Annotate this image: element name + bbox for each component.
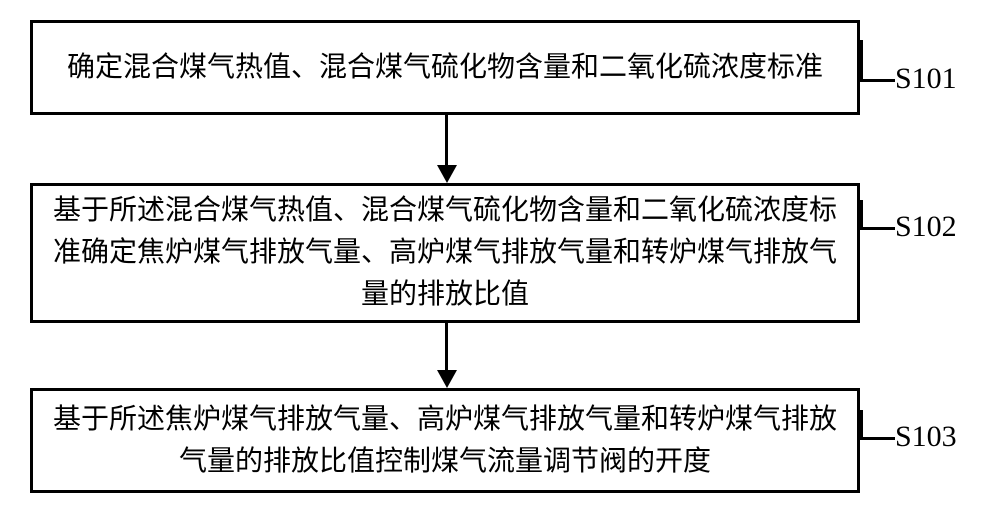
step-label-S101: S101 xyxy=(895,62,957,96)
arrow-head-icon xyxy=(437,165,457,183)
step-box-2: 基于所述混合煤气热值、混合煤气硫化物含量和二氧化硫浓度标准确定焦炉煤气排放气量、… xyxy=(30,183,860,323)
step-box-1: 确定混合煤气热值、混合煤气硫化物含量和二氧化硫浓度标准 xyxy=(30,20,860,115)
label-connector xyxy=(860,40,895,82)
arrow-line-1 xyxy=(445,115,448,165)
flowchart-canvas: 确定混合煤气热值、混合煤气硫化物含量和二氧化硫浓度标准 S101 基于所述混合煤气热… xyxy=(0,0,1000,514)
arrow-head-icon xyxy=(437,370,457,388)
label-connector xyxy=(860,410,895,440)
step-label-S102: S102 xyxy=(895,210,957,244)
step-label-S103: S103 xyxy=(895,420,957,454)
arrow-line-2 xyxy=(445,323,448,370)
step-box-3: 基于所述焦炉煤气排放气量、高炉煤气排放气量和转炉煤气排放气量的排放比值控制煤气流… xyxy=(30,388,860,493)
step-text: 基于所述混合煤气热值、混合煤气硫化物含量和二氧化硫浓度标准确定焦炉煤气排放气量、… xyxy=(53,190,837,316)
step-text: 确定混合煤气热值、混合煤气硫化物含量和二氧化硫浓度标准 xyxy=(67,47,823,89)
step-text: 基于所述焦炉煤气排放气量、高炉煤气排放气量和转炉煤气排放气量的排放比值控制煤气流… xyxy=(53,399,837,483)
label-connector xyxy=(860,200,895,230)
